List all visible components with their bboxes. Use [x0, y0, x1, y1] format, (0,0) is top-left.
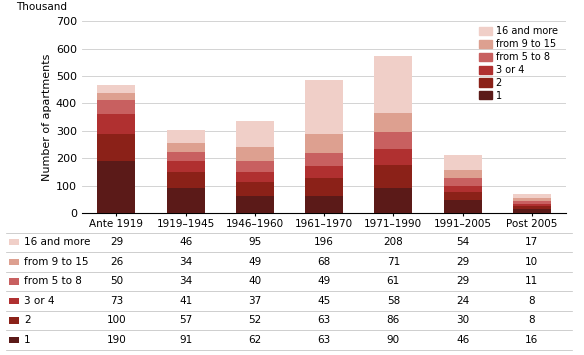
- Text: 41: 41: [179, 296, 192, 306]
- Bar: [374, 132, 412, 149]
- Text: 58: 58: [387, 296, 400, 306]
- Text: 62: 62: [248, 335, 262, 345]
- Text: 16 and more: 16 and more: [24, 237, 91, 247]
- Text: 91: 91: [179, 335, 192, 345]
- Bar: [166, 173, 204, 188]
- Text: 29: 29: [456, 257, 469, 267]
- Bar: [513, 204, 551, 206]
- Bar: [236, 161, 274, 172]
- Bar: [98, 85, 135, 93]
- Legend: 16 and more, from 9 to 15, from 5 to 8, 3 or 4, 2, 1: 16 and more, from 9 to 15, from 5 to 8, …: [475, 22, 562, 105]
- Text: 40: 40: [248, 276, 262, 286]
- Bar: [98, 133, 135, 161]
- Bar: [98, 93, 135, 100]
- Text: 24: 24: [456, 296, 469, 306]
- Bar: [305, 166, 343, 179]
- Text: 63: 63: [318, 315, 331, 326]
- Text: 16: 16: [525, 335, 538, 345]
- Text: 86: 86: [387, 315, 400, 326]
- Text: 54: 54: [456, 237, 469, 247]
- Text: 37: 37: [248, 296, 262, 306]
- Bar: [513, 209, 551, 213]
- Text: 26: 26: [110, 257, 123, 267]
- Bar: [444, 192, 482, 201]
- Text: 3 or 4: 3 or 4: [24, 296, 54, 306]
- Text: 50: 50: [110, 276, 123, 286]
- Bar: [166, 143, 204, 152]
- Text: 46: 46: [179, 237, 192, 247]
- Bar: [305, 179, 343, 196]
- Text: 52: 52: [248, 315, 262, 326]
- Bar: [166, 152, 204, 161]
- Text: 30: 30: [456, 315, 469, 326]
- Text: 8: 8: [529, 296, 535, 306]
- Bar: [374, 56, 412, 113]
- Text: 63: 63: [318, 335, 331, 345]
- Bar: [374, 113, 412, 132]
- Bar: [374, 165, 412, 189]
- Text: 34: 34: [179, 257, 192, 267]
- Text: 95: 95: [248, 237, 262, 247]
- Text: 11: 11: [525, 276, 538, 286]
- Text: 29: 29: [456, 276, 469, 286]
- Text: 196: 196: [314, 237, 334, 247]
- Bar: [374, 189, 412, 213]
- Text: 208: 208: [384, 237, 403, 247]
- Bar: [236, 147, 274, 161]
- Bar: [166, 188, 204, 213]
- Bar: [513, 206, 551, 209]
- Bar: [444, 178, 482, 186]
- Text: 29: 29: [110, 237, 123, 247]
- Text: 46: 46: [456, 335, 469, 345]
- Text: 34: 34: [179, 276, 192, 286]
- Bar: [236, 196, 274, 213]
- FancyBboxPatch shape: [9, 278, 19, 285]
- FancyBboxPatch shape: [9, 337, 19, 343]
- Text: from 9 to 15: from 9 to 15: [24, 257, 88, 267]
- FancyBboxPatch shape: [9, 297, 19, 304]
- Text: 49: 49: [318, 276, 331, 286]
- FancyBboxPatch shape: [9, 239, 19, 246]
- Text: 61: 61: [387, 276, 400, 286]
- Bar: [305, 153, 343, 166]
- Text: from 5 to 8: from 5 to 8: [24, 276, 82, 286]
- Bar: [98, 161, 135, 213]
- Text: 2: 2: [24, 315, 30, 326]
- Bar: [98, 114, 135, 133]
- Y-axis label: Number of apartments: Number of apartments: [41, 54, 51, 181]
- Bar: [236, 121, 274, 147]
- Text: 71: 71: [387, 257, 400, 267]
- Bar: [236, 172, 274, 182]
- Bar: [98, 100, 135, 114]
- Text: 68: 68: [318, 257, 331, 267]
- Text: 1: 1: [24, 335, 30, 345]
- Text: 10: 10: [525, 257, 538, 267]
- Bar: [513, 194, 551, 198]
- Text: Thousand: Thousand: [16, 2, 67, 12]
- Text: 45: 45: [318, 296, 331, 306]
- Bar: [305, 134, 343, 153]
- Bar: [444, 170, 482, 178]
- Text: 190: 190: [106, 335, 126, 345]
- Text: 100: 100: [106, 315, 126, 326]
- Bar: [513, 198, 551, 201]
- Bar: [305, 196, 343, 213]
- Bar: [374, 149, 412, 165]
- Text: 8: 8: [529, 315, 535, 326]
- Bar: [444, 186, 482, 192]
- Bar: [444, 155, 482, 170]
- Text: 73: 73: [110, 296, 123, 306]
- Text: 90: 90: [387, 335, 400, 345]
- Bar: [166, 161, 204, 173]
- Bar: [236, 182, 274, 196]
- Bar: [444, 201, 482, 213]
- Text: 17: 17: [525, 237, 538, 247]
- Bar: [305, 81, 343, 134]
- Text: 57: 57: [179, 315, 192, 326]
- Text: 49: 49: [248, 257, 262, 267]
- Bar: [166, 130, 204, 143]
- FancyBboxPatch shape: [9, 258, 19, 265]
- FancyBboxPatch shape: [9, 317, 19, 324]
- Bar: [513, 201, 551, 204]
